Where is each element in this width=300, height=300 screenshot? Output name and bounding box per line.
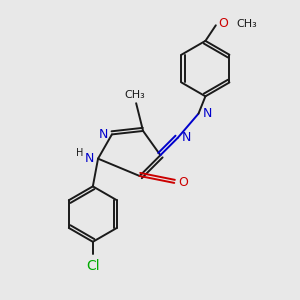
Text: CH₃: CH₃ [124, 90, 145, 100]
Text: N: N [182, 131, 191, 144]
Text: Cl: Cl [86, 259, 100, 273]
Text: N: N [203, 107, 212, 120]
Text: N: N [98, 128, 108, 141]
Text: O: O [178, 176, 188, 189]
Text: CH₃: CH₃ [237, 19, 257, 28]
Text: N: N [85, 152, 94, 165]
Text: O: O [219, 17, 229, 30]
Text: H: H [76, 148, 83, 158]
